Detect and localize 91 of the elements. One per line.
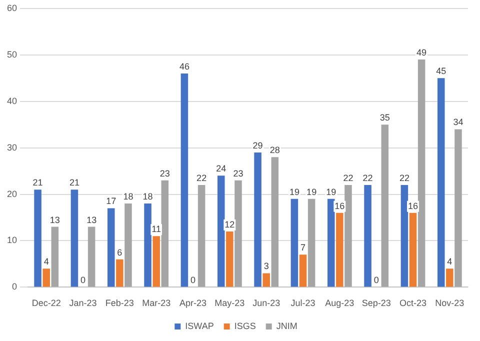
data-label: 4 <box>447 256 452 267</box>
data-label: 19 <box>306 186 317 197</box>
data-label: 18 <box>123 192 134 202</box>
data-label: 35 <box>380 112 390 123</box>
bar <box>290 198 298 287</box>
x-tick-label: May-23 <box>214 298 245 308</box>
data-label: 13 <box>86 214 97 225</box>
y-tick-label: 40 <box>6 96 18 106</box>
bar <box>152 236 160 287</box>
data-label: 21 <box>69 178 80 188</box>
bar <box>144 204 152 287</box>
bar <box>299 254 307 287</box>
bar <box>51 226 59 287</box>
bar <box>124 204 132 287</box>
data-label: 22 <box>362 172 373 183</box>
data-label: 16 <box>408 200 418 211</box>
data-label: 23 <box>233 168 244 178</box>
bar <box>161 180 169 287</box>
bar <box>180 73 188 287</box>
bar <box>364 184 372 287</box>
x-tick-label: Mar-23 <box>142 298 171 308</box>
data-label: 19 <box>326 186 336 197</box>
bar <box>198 184 206 287</box>
data-label: 28 <box>270 145 280 156</box>
y-tick-label: 60 <box>6 2 18 13</box>
y-tick-label: 50 <box>6 49 18 60</box>
x-tick-label: Aug-23 <box>325 298 354 308</box>
x-tick-label: Dec-22 <box>32 298 61 308</box>
bar <box>400 184 408 287</box>
data-label: 22 <box>343 172 354 183</box>
bar <box>42 268 50 287</box>
bar <box>70 190 78 287</box>
y-tick-label: 20 <box>6 188 18 199</box>
bar <box>446 268 454 287</box>
bar <box>217 176 225 287</box>
legend-label: ISWAP <box>185 320 214 331</box>
x-tick-label: Jul-23 <box>290 298 316 308</box>
data-label: 49 <box>416 48 427 58</box>
data-label: 23 <box>160 168 170 178</box>
data-label: 0 <box>374 275 379 286</box>
data-label: 4 <box>44 256 49 267</box>
x-tick-label: Nov-23 <box>435 298 464 308</box>
data-label: 3 <box>264 261 269 272</box>
data-label: 0 <box>190 275 196 286</box>
data-label: 24 <box>216 164 226 174</box>
bar <box>254 152 262 287</box>
legend-label: JNIM <box>276 320 298 331</box>
data-label: 21 <box>32 178 43 188</box>
y-tick-label: 30 <box>6 142 18 152</box>
data-label: 34 <box>453 117 464 128</box>
bar <box>234 180 242 287</box>
bar <box>116 259 124 287</box>
data-label: 0 <box>80 275 86 286</box>
bar <box>344 184 352 287</box>
y-tick-label: 10 <box>6 235 18 246</box>
data-label: 16 <box>334 200 345 211</box>
data-label: 46 <box>179 61 190 72</box>
bar <box>226 231 234 287</box>
data-label: 19 <box>289 186 300 197</box>
data-label: 29 <box>252 140 263 150</box>
bar <box>107 208 115 287</box>
x-tick-label: Feb-23 <box>105 298 134 308</box>
data-label: 13 <box>50 214 60 225</box>
bar <box>336 212 344 287</box>
x-tick-label: Sep-23 <box>362 298 391 308</box>
bar <box>88 226 96 287</box>
data-label: 12 <box>224 219 235 230</box>
x-tick-label: Jun-23 <box>252 298 280 308</box>
data-label: 7 <box>300 242 306 253</box>
data-label: 17 <box>106 196 116 206</box>
bar <box>381 124 389 287</box>
data-label: 6 <box>117 247 122 258</box>
bar <box>409 212 417 287</box>
bar <box>327 198 335 287</box>
bar <box>437 78 445 287</box>
bar <box>271 157 279 287</box>
bar <box>262 273 270 287</box>
legend-label: ISGS <box>234 320 256 331</box>
data-label: 18 <box>142 192 153 202</box>
bar <box>34 190 42 287</box>
x-tick-label: Oct-23 <box>399 298 427 308</box>
x-tick-label: Jan-23 <box>69 298 97 308</box>
bar <box>454 129 462 287</box>
y-tick-label: 0 <box>12 282 18 292</box>
x-tick-label: Apr-23 <box>180 298 207 308</box>
bar <box>308 198 316 287</box>
data-label: 11 <box>152 224 162 234</box>
data-label: 22 <box>196 172 207 183</box>
data-label: 45 <box>436 66 446 76</box>
data-label: 22 <box>399 172 410 183</box>
bar <box>418 60 426 287</box>
